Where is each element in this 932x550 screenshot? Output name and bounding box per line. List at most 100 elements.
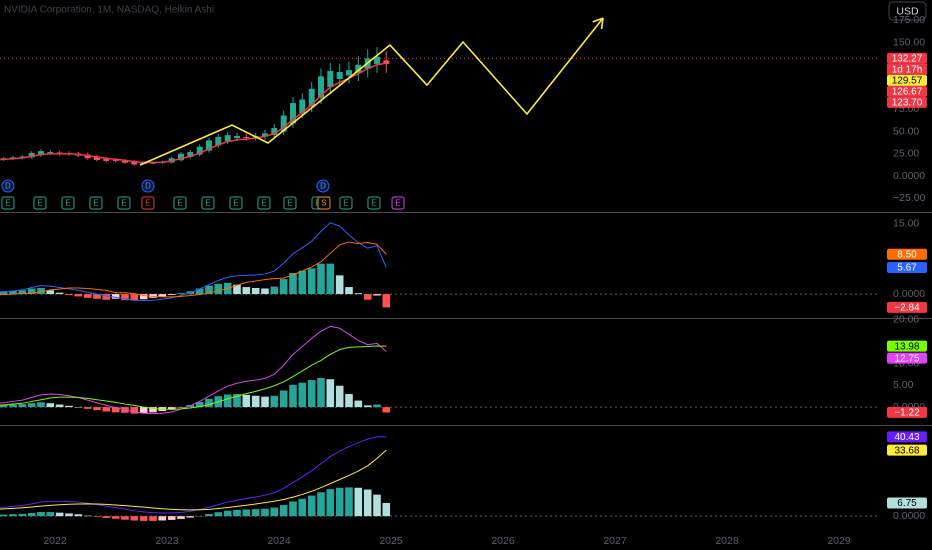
histogram-bar bbox=[382, 294, 391, 308]
x-tick-label: 2028 bbox=[715, 535, 739, 547]
dividend-marker bbox=[141, 179, 155, 193]
candle-body bbox=[308, 88, 315, 107]
price-tag-label: 13.98 bbox=[894, 341, 919, 352]
histogram-bar bbox=[177, 293, 185, 295]
price-tag-label: 6.75 bbox=[897, 498, 917, 509]
histogram-bar bbox=[261, 508, 269, 517]
histogram-bar bbox=[46, 290, 55, 295]
candle-body bbox=[196, 146, 203, 155]
histogram-bar bbox=[9, 290, 17, 295]
event-marker bbox=[201, 196, 215, 210]
histogram-bar bbox=[18, 290, 27, 295]
histogram-bar bbox=[83, 407, 92, 409]
histogram-bar bbox=[186, 516, 195, 518]
histogram-bar bbox=[111, 294, 120, 299]
countdown-tag bbox=[887, 63, 927, 75]
histogram-bar bbox=[93, 294, 101, 299]
candle-body bbox=[177, 153, 184, 161]
histogram-bar bbox=[317, 263, 325, 295]
event-marker bbox=[61, 196, 75, 210]
price-tag-label: 12.75 bbox=[894, 353, 919, 364]
histogram-bar bbox=[326, 379, 335, 408]
histogram-bar bbox=[335, 385, 344, 408]
histogram-bar bbox=[167, 294, 176, 296]
histogram-bar bbox=[9, 514, 17, 517]
event-marker bbox=[317, 196, 331, 210]
histogram-bar bbox=[149, 516, 157, 521]
histogram-bar bbox=[205, 285, 213, 295]
currency-button[interactable] bbox=[888, 1, 927, 21]
event-marker bbox=[257, 196, 271, 210]
histogram-bar bbox=[74, 514, 83, 517]
histogram-bar bbox=[233, 509, 241, 517]
histogram-bar bbox=[130, 516, 139, 521]
price-tag bbox=[887, 406, 927, 418]
candle-body bbox=[336, 71, 343, 80]
price-tag-label: 40.43 bbox=[894, 432, 919, 443]
histogram-bar bbox=[167, 516, 176, 520]
event-label: E bbox=[93, 199, 98, 208]
histogram-bar bbox=[177, 407, 185, 408]
histogram-bar bbox=[354, 400, 363, 408]
histogram-bar bbox=[37, 512, 45, 517]
histogram-bar bbox=[111, 407, 120, 413]
histogram-bar bbox=[363, 294, 372, 300]
event-marker bbox=[173, 196, 187, 210]
histogram-bar bbox=[139, 294, 148, 300]
histogram-bar bbox=[233, 394, 241, 408]
histogram-bar bbox=[18, 513, 27, 517]
histogram-bar bbox=[139, 407, 148, 414]
histogram-bar bbox=[214, 512, 223, 517]
price-tag-label: 123.70 bbox=[892, 97, 923, 108]
chart-title: NVIDIA Corporation, 1M, NASDAQ, Heikin A… bbox=[4, 5, 214, 16]
candle-body bbox=[149, 162, 156, 164]
histogram-bar bbox=[65, 405, 73, 408]
event-label: E bbox=[343, 199, 348, 208]
event-marker bbox=[33, 196, 47, 210]
indicator-line bbox=[0, 449, 387, 511]
projection-arrowhead bbox=[592, 17, 604, 30]
histogram-bar bbox=[102, 516, 111, 518]
candle-body bbox=[112, 159, 119, 161]
histogram-bar bbox=[102, 407, 111, 412]
histogram-bar bbox=[195, 515, 204, 517]
histogram-bar bbox=[373, 494, 381, 517]
event-marker bbox=[339, 196, 353, 210]
event-label: E bbox=[121, 199, 126, 208]
histogram-bar bbox=[363, 405, 372, 408]
moving-average-line bbox=[0, 62, 387, 164]
histogram-bar bbox=[279, 390, 288, 408]
candle-body bbox=[187, 152, 194, 158]
candle-body bbox=[373, 56, 380, 64]
price-tag bbox=[887, 352, 927, 364]
candle-body bbox=[261, 133, 268, 137]
histogram-bar bbox=[27, 513, 36, 517]
event-marker bbox=[89, 196, 103, 210]
y-tick-label: 50.00 bbox=[893, 125, 919, 137]
candle-body bbox=[327, 71, 334, 88]
candle-body bbox=[271, 127, 278, 136]
histogram-bar bbox=[121, 516, 129, 520]
price-tag-label: 126.67 bbox=[892, 86, 923, 97]
histogram-bar bbox=[251, 395, 260, 408]
candle-body bbox=[233, 135, 240, 139]
histogram-bar bbox=[270, 286, 279, 295]
y-tick-label: 0.0000 bbox=[893, 510, 925, 522]
y-tick-label: 0.0000 bbox=[893, 170, 925, 182]
candle-body bbox=[383, 60, 390, 64]
y-tick-label: 25.00 bbox=[893, 148, 919, 160]
event-marker bbox=[283, 196, 297, 210]
event-label: E bbox=[287, 199, 292, 208]
y-tick-label: 5.00 bbox=[893, 379, 914, 391]
indicator-line bbox=[0, 222, 387, 302]
histogram-bar bbox=[158, 516, 167, 521]
candle-body bbox=[317, 76, 324, 98]
price-tag bbox=[887, 96, 927, 108]
price-tag bbox=[887, 431, 927, 443]
histogram-bar bbox=[223, 394, 232, 408]
histogram-bar bbox=[65, 294, 73, 296]
price-tag-label: −1.22 bbox=[894, 408, 920, 419]
event-label: E bbox=[145, 199, 150, 208]
histogram-bar bbox=[382, 407, 391, 413]
currency-label[interactable]: USD bbox=[896, 5, 919, 17]
